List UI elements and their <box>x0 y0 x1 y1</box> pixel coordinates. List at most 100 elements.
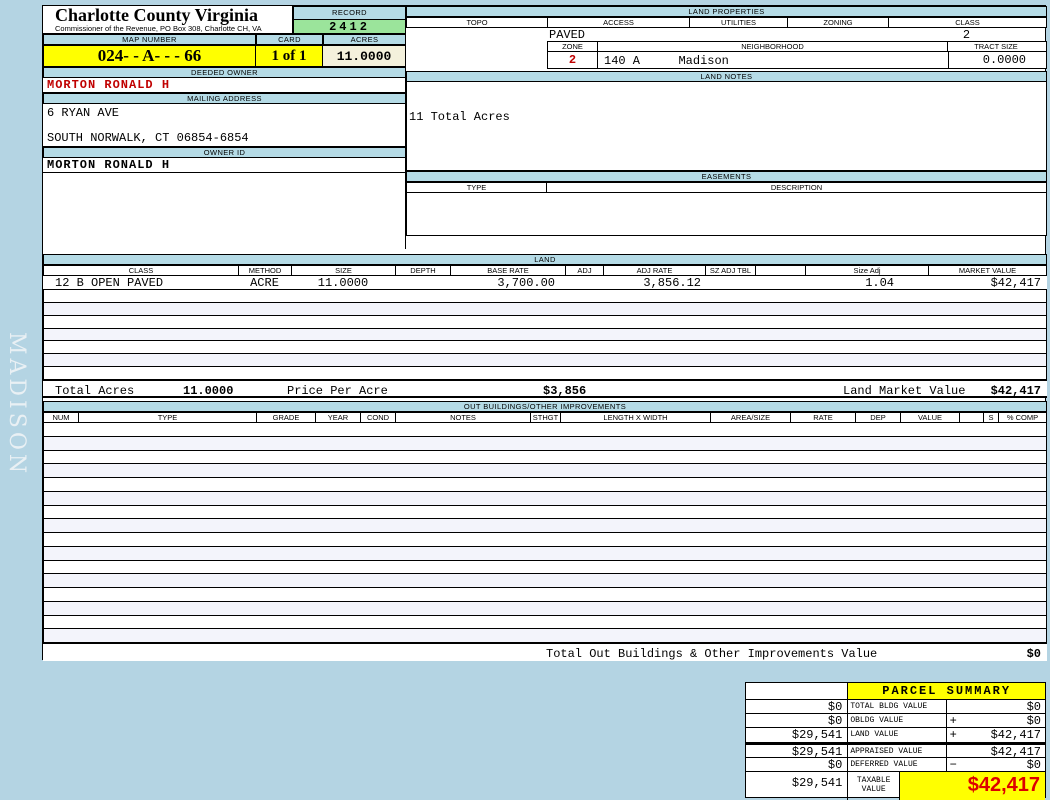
land-notes-title: LAND NOTES <box>406 71 1047 82</box>
ob-col-type: TYPE <box>79 413 257 422</box>
deferred-sign: − <box>949 758 957 771</box>
land-col-size-adj: Size Adj <box>806 266 929 275</box>
prior-total-bldg-value: $0 <box>746 700 849 713</box>
empty-row <box>44 354 1046 368</box>
easement-description-label: DESCRIPTION <box>770 183 823 192</box>
land-sign: + <box>949 728 957 742</box>
land-col-adj: ADJ <box>566 266 604 275</box>
land-row-blank <box>755 276 805 289</box>
empty-row <box>44 491 1046 506</box>
summary-row-total-bldg: $0 TOTAL BLDG VALUE $0 <box>746 700 1045 714</box>
empty-row <box>44 290 1046 303</box>
out-buildings-total-label: Total Out Buildings & Other Improvements… <box>546 647 878 661</box>
empty-row <box>44 436 1046 451</box>
deeded-owner-value: MORTON RONALD H <box>43 78 406 93</box>
acres-value: 11.0000 <box>323 45 406 67</box>
appraised-value: $42,417 <box>990 745 1041 757</box>
land-table-headers: CLASS METHOD SIZE DEPTH BASE RATE ADJ AD… <box>43 265 1047 276</box>
parcel-summary-title: PARCEL SUMMARY <box>848 683 1045 699</box>
land-notes-body: 11 Total Acres <box>406 82 1047 171</box>
land-table-row: 12 B OPEN PAVED ACRE 11.0000 3,700.00 3,… <box>43 276 1047 290</box>
land-table-title: LAND <box>43 254 1047 265</box>
empty-row <box>44 533 1046 547</box>
land-market-value-label: Land Market Value <box>843 384 966 398</box>
empty-row <box>44 423 1046 437</box>
class-value: 2 <box>962 28 971 41</box>
summary-row-obldg: $0 OBLDG VALUE + $0 <box>746 714 1045 728</box>
district-sidebar-label: MADISON <box>4 332 29 478</box>
out-buildings-title: OUT BUILDINGS/OTHER IMPROVEMENTS <box>43 401 1047 412</box>
land-properties-title: LAND PROPERTIES <box>406 6 1047 17</box>
land-row-size-adj: 1.04 <box>865 276 894 289</box>
empty-row <box>44 341 1046 355</box>
county-title: Charlotte County Virginia <box>55 5 259 25</box>
taxable-value-label: TAXABLE VALUE <box>848 772 900 800</box>
ob-col-area-size: AREA/SIZE <box>711 413 791 422</box>
land-col-base-rate: BASE RATE <box>451 266 566 275</box>
total-bldg-value-label: TOTAL BLDG VALUE <box>848 700 947 713</box>
prior-obldg-value: $0 <box>746 714 849 727</box>
prior-land-value: $29,541 <box>746 728 849 742</box>
owner-panel: Charlotte County Virginia Commissioner o… <box>43 6 406 249</box>
neighborhood-name: Madison <box>678 54 729 68</box>
empty-row <box>44 615 1046 630</box>
owner-id-label: OWNER ID <box>43 147 406 158</box>
empty-row <box>44 560 1046 575</box>
neighborhood-value: 140 A Madison <box>598 52 948 68</box>
obldg-sign: + <box>949 714 957 727</box>
parcel-summary-header-blank <box>746 683 849 699</box>
empty-row <box>44 464 1046 478</box>
empty-row <box>44 505 1046 520</box>
land-col-method: METHOD <box>239 266 292 275</box>
land-col-depth: DEPTH <box>396 266 451 275</box>
ob-col-year: YEAR <box>316 413 361 422</box>
out-buildings-headers: NUM TYPE GRADE YEAR COND NOTES STHGT LEN… <box>43 412 1047 423</box>
land-col-sz-adj-tbl: SZ ADJ TBL <box>706 266 756 275</box>
prior-deferred-value: $0 <box>746 758 849 771</box>
out-buildings-total-value: $0 <box>1026 647 1041 661</box>
empty-row <box>44 315 1046 329</box>
class-label: CLASS <box>955 18 980 27</box>
prior-taxable-value: $29,541 <box>746 772 849 800</box>
land-empty-rows <box>43 290 1047 381</box>
empty-row <box>44 588 1046 602</box>
appraised-value-label: APPRAISED VALUE <box>848 745 947 757</box>
access-label: ACCESS <box>548 18 690 27</box>
ob-col-notes: NOTES <box>396 413 531 422</box>
property-record-card: Charlotte County Virginia Commissioner o… <box>42 5 1047 661</box>
acres-label: ACRES <box>323 34 406 45</box>
zoning-value <box>787 28 888 41</box>
land-row-sz-adj-tbl <box>705 276 755 289</box>
zone-headers: ZONE NEIGHBORHOOD TRACT SIZE <box>547 41 1047 52</box>
tract-size-value: 0.0000 <box>948 52 1046 68</box>
empty-row <box>44 450 1046 465</box>
land-properties-values: PAVED 2 <box>406 28 1047 41</box>
obldg-value: $0 <box>1026 714 1041 727</box>
easements-title: EASEMENTS <box>406 171 1047 182</box>
appraised-sign <box>947 745 950 757</box>
map-number-value: 024- - A- - - 66 <box>43 45 256 67</box>
total-acres-value: 11.0000 <box>183 384 234 398</box>
summary-row-taxable: $29,541 TAXABLE VALUE $42,417 <box>746 772 1045 800</box>
summary-row-appraised: $29,541 APPRAISED VALUE $42,417 <box>746 743 1045 758</box>
land-col-adj-rate: ADJ RATE <box>604 266 706 275</box>
land-value: $42,417 <box>990 728 1041 742</box>
topo-label: TOPO <box>407 18 548 27</box>
parcel-summary: PARCEL SUMMARY $0 TOTAL BLDG VALUE $0 $0… <box>745 682 1046 800</box>
deferred-value-label: DEFERRED VALUE <box>848 758 947 771</box>
easements-body <box>406 193 1047 236</box>
card-value: 1 of 1 <box>256 45 323 67</box>
parcel-summary-header: PARCEL SUMMARY <box>746 683 1045 700</box>
county-header: Charlotte County Virginia Commissioner o… <box>43 6 293 34</box>
ob-col-cond: COND <box>361 413 396 422</box>
empty-row <box>44 302 1046 316</box>
ob-col-dep: DEP <box>856 413 901 422</box>
summary-row-deferred: $0 DEFERRED VALUE − $0 <box>746 758 1045 772</box>
ob-col-blank <box>960 413 984 422</box>
price-per-acre-label: Price Per Acre <box>287 384 388 398</box>
empty-row <box>44 546 1046 561</box>
empty-row <box>44 328 1046 342</box>
empty-row <box>44 574 1046 588</box>
land-row-base-rate: 3,700.00 <box>497 276 555 289</box>
